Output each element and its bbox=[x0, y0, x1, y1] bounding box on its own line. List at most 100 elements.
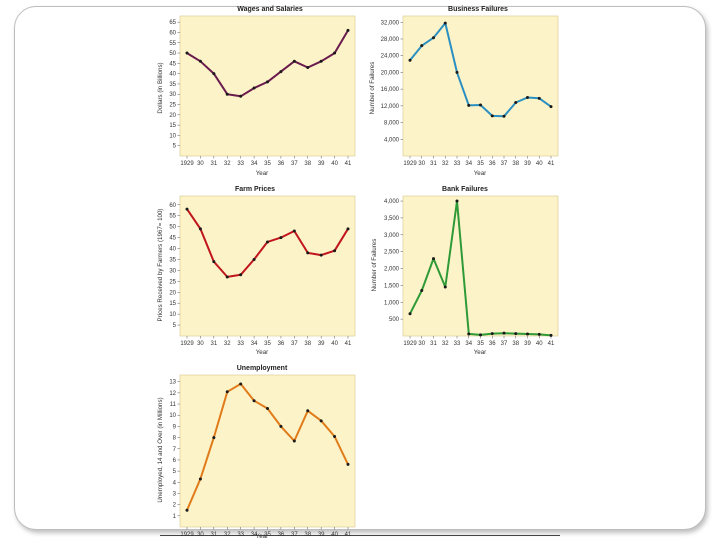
data-point bbox=[252, 257, 256, 261]
data-point bbox=[408, 312, 412, 316]
y-tick-label: 1,000 bbox=[384, 300, 400, 306]
data-marks bbox=[185, 207, 350, 279]
data-point bbox=[490, 114, 494, 118]
data-point bbox=[479, 333, 482, 337]
chart-title: Unemployment bbox=[237, 365, 288, 372]
y-tick-labels: 500 1,000 1,500 2,000 2,500 3,000 3,500 4,000 bbox=[384, 199, 403, 323]
data-point bbox=[526, 332, 529, 336]
x-tick-label: 34 bbox=[465, 161, 472, 167]
x-tick-labels: 1929 30 31 32 33 34 35 36 37 38 39 40 41 bbox=[180, 336, 352, 347]
x-tick-label: 36 bbox=[489, 341, 496, 347]
x-tick-label: 32 bbox=[224, 532, 231, 538]
x-tick-label: 39 bbox=[318, 341, 325, 347]
y-tick-label: 25 bbox=[169, 103, 176, 109]
plot-area bbox=[402, 195, 559, 337]
y-tick-label: 9 bbox=[173, 424, 177, 430]
data-point bbox=[537, 96, 541, 100]
slide-frame bbox=[14, 6, 706, 530]
y-tick-label: 50 bbox=[169, 225, 176, 231]
data-point bbox=[239, 273, 243, 277]
y-tick-label: 35 bbox=[169, 257, 176, 263]
data-point bbox=[455, 70, 459, 74]
y-tick-label: 60 bbox=[169, 203, 176, 209]
data-point bbox=[225, 275, 229, 279]
data-point bbox=[225, 390, 229, 394]
x-tick-label: 40 bbox=[331, 161, 338, 167]
data-point bbox=[432, 257, 435, 261]
data-point bbox=[252, 86, 256, 90]
y-tick-label: 25 bbox=[169, 279, 176, 285]
y-tick-label: 8,000 bbox=[384, 121, 400, 127]
y-tick-label: 3,500 bbox=[384, 216, 400, 222]
chart-bank-failures: Bank Failures 500 1,000 1,500 2,000 2,500 3,0… bbox=[371, 186, 559, 356]
x-tick-label: 31 bbox=[210, 161, 217, 167]
x-tick-labels: 1929 30 31 32 33 34 35 36 37 38 39 40 41 bbox=[403, 336, 555, 347]
x-tick-label: 39 bbox=[524, 161, 531, 167]
x-tick-label: 34 bbox=[251, 341, 258, 347]
x-tick-label: 38 bbox=[512, 341, 519, 347]
y-tick-label: 13 bbox=[169, 380, 176, 386]
y-tick-label: 500 bbox=[389, 317, 400, 323]
y-tick-label: 3 bbox=[173, 491, 177, 497]
x-tick-labels: 1929 30 31 32 33 34 35 36 37 38 39 40 41 bbox=[180, 527, 352, 538]
y-tick-label: 11 bbox=[170, 402, 177, 408]
y-tick-label: 24,000 bbox=[381, 54, 400, 60]
x-tick-label: 33 bbox=[237, 161, 244, 167]
chart-wages-and-salaries: Wages and Salaries 5 10 15 20 25 30 35 40 45 50 55… bbox=[157, 6, 356, 177]
y-tick-label: 15 bbox=[169, 123, 176, 129]
data-point bbox=[198, 59, 202, 63]
y-tick-label: 32,000 bbox=[381, 20, 400, 26]
y-tick-label: 5 bbox=[173, 323, 177, 329]
data-point bbox=[292, 229, 296, 233]
data-point bbox=[306, 65, 310, 69]
y-tick-label: 3,000 bbox=[384, 233, 400, 239]
data-point bbox=[266, 240, 269, 244]
data-point bbox=[346, 462, 350, 466]
x-tick-label: 32 bbox=[442, 341, 449, 347]
data-point bbox=[455, 199, 459, 203]
data-point bbox=[549, 333, 553, 337]
y-axis-label: Unemployed, 14 and Over (in Millions) bbox=[157, 397, 164, 502]
y-tick-labels: 5 10 15 20 25 30 35 40 45 50 55 60 65 bbox=[169, 20, 180, 150]
y-tick-label: 40 bbox=[169, 72, 176, 78]
x-tick-label: 31 bbox=[430, 161, 437, 167]
x-tick-label: 37 bbox=[501, 161, 508, 167]
x-tick-label: 35 bbox=[264, 341, 271, 347]
data-point bbox=[420, 288, 424, 292]
x-tick-label: 30 bbox=[418, 161, 425, 167]
x-tick-label: 40 bbox=[331, 341, 338, 347]
x-tick-label: 32 bbox=[442, 161, 449, 167]
y-tick-label: 2,000 bbox=[384, 267, 400, 273]
data-point bbox=[514, 332, 518, 336]
data-point bbox=[212, 260, 216, 264]
y-tick-label: 55 bbox=[169, 214, 176, 220]
x-tick-labels: 1929 30 31 32 33 34 35 36 37 38 39 40 41 bbox=[403, 156, 555, 167]
x-tick-label: 32 bbox=[224, 341, 231, 347]
y-tick-labels: 5 10 15 20 25 30 35 40 45 50 55 60 bbox=[169, 203, 180, 329]
x-tick-label: 30 bbox=[197, 532, 204, 538]
x-axis-label: Year bbox=[474, 349, 487, 356]
data-point bbox=[443, 21, 447, 25]
chart-business-failures: Business Failures 4,000 8,000 12,000 16,000… bbox=[369, 6, 559, 177]
x-tick-label: 36 bbox=[489, 161, 496, 167]
y-tick-label: 20,000 bbox=[381, 70, 400, 76]
data-point bbox=[479, 103, 482, 107]
data-point bbox=[198, 477, 202, 481]
x-tick-label: 33 bbox=[237, 532, 244, 538]
x-tick-label: 36 bbox=[278, 341, 285, 347]
x-tick-label: 34 bbox=[251, 161, 258, 167]
data-point bbox=[252, 399, 256, 403]
data-marks bbox=[408, 199, 553, 337]
data-point bbox=[319, 419, 323, 423]
data-point bbox=[443, 285, 447, 289]
x-tick-label: 35 bbox=[477, 341, 484, 347]
data-point bbox=[490, 332, 494, 336]
y-tick-label: 1 bbox=[173, 514, 177, 520]
y-tick-label: 50 bbox=[169, 51, 176, 57]
x-tick-label: 31 bbox=[210, 341, 217, 347]
x-tick-label: 1929 bbox=[180, 532, 194, 538]
chart-title: Wages and Salaries bbox=[237, 6, 303, 13]
y-tick-label: 12 bbox=[169, 391, 176, 397]
x-tick-label: 38 bbox=[304, 161, 311, 167]
data-point bbox=[502, 114, 506, 118]
